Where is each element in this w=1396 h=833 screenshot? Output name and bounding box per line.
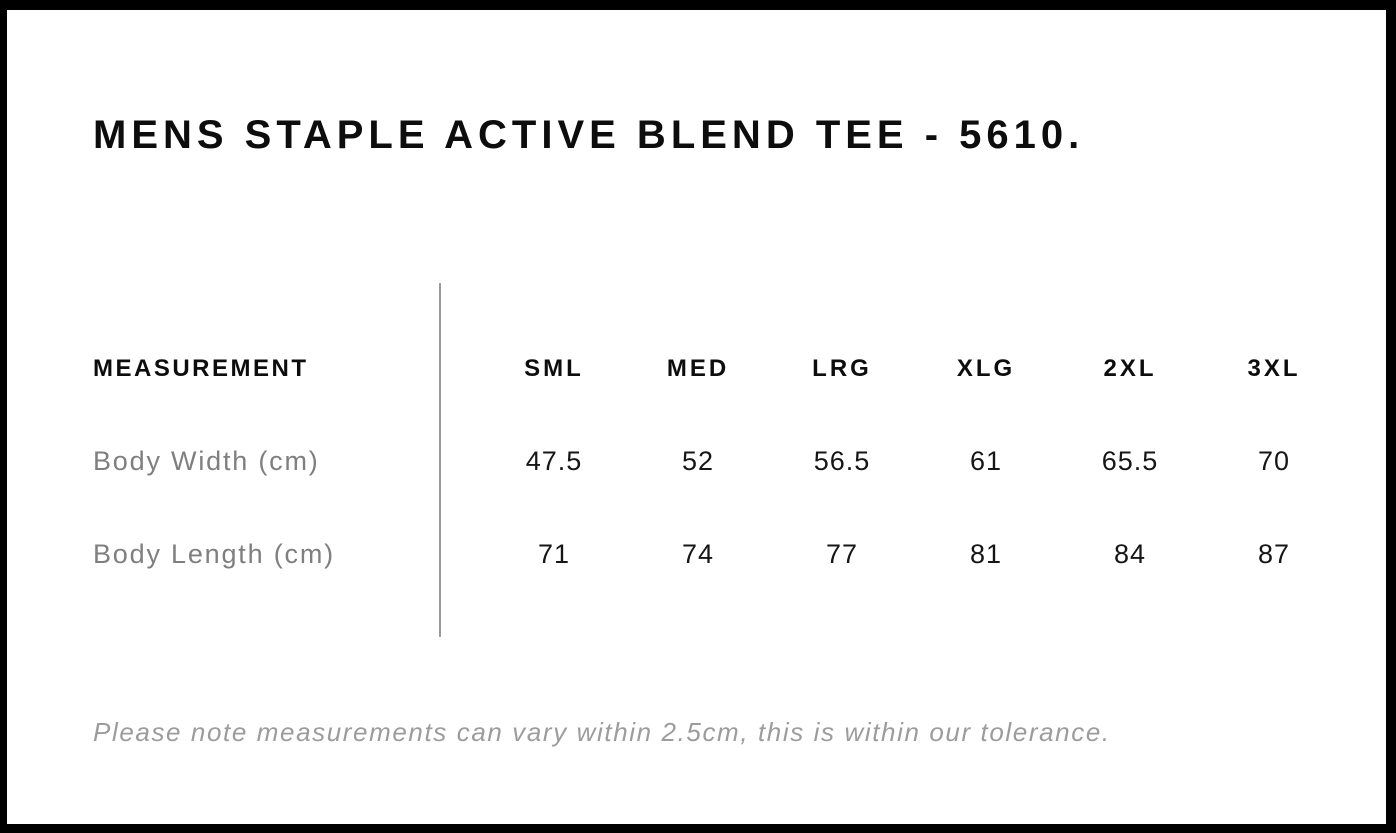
size-header-xlg: XLG xyxy=(956,355,1016,382)
size-header-3xl: 3XL xyxy=(1247,355,1301,382)
body-length-value-lrg: 77 xyxy=(825,539,859,569)
table-row-body-width: Body Width (cm) 47.5 52 56.5 61 65.5 70 xyxy=(93,444,1346,478)
body-length-value-sml: 71 xyxy=(537,539,571,569)
body-width-value-3xl: 70 xyxy=(1257,446,1291,476)
body-width-value-med: 52 xyxy=(681,446,715,476)
size-header-lrg: LRG xyxy=(812,355,872,382)
frame-border-top xyxy=(0,0,1396,10)
body-length-value-3xl: 87 xyxy=(1257,539,1291,569)
frame-border-left xyxy=(0,0,7,833)
table-vertical-divider xyxy=(439,283,441,637)
size-header-2xl: 2XL xyxy=(1103,355,1157,382)
frame-border-right xyxy=(1386,0,1396,833)
body-width-value-sml: 47.5 xyxy=(525,446,583,476)
frame-border-bottom xyxy=(0,824,1396,833)
body-length-value-2xl: 84 xyxy=(1113,539,1147,569)
row-label-body-length: Body Length (cm) xyxy=(93,539,335,569)
size-chart-header-row: MEASUREMENT SML MED LRG XLG 2XL 3XL xyxy=(93,352,1346,386)
body-width-value-2xl: 65.5 xyxy=(1101,446,1159,476)
size-header-med: MED xyxy=(666,355,730,382)
size-header-sml: SML xyxy=(524,355,584,382)
body-width-value-lrg: 56.5 xyxy=(813,446,871,476)
measurement-column-header: MEASUREMENT xyxy=(93,355,309,382)
body-length-value-med: 74 xyxy=(681,539,715,569)
table-row-body-length: Body Length (cm) 71 74 77 81 84 87 xyxy=(93,537,1346,571)
body-width-value-xlg: 61 xyxy=(969,446,1003,476)
page-title: MENS STAPLE ACTIVE BLEND TEE - 5610. xyxy=(93,113,1085,157)
row-label-body-width: Body Width (cm) xyxy=(93,446,320,476)
tolerance-note: Please note measurements can vary within… xyxy=(93,717,1111,747)
body-length-value-xlg: 81 xyxy=(969,539,1003,569)
